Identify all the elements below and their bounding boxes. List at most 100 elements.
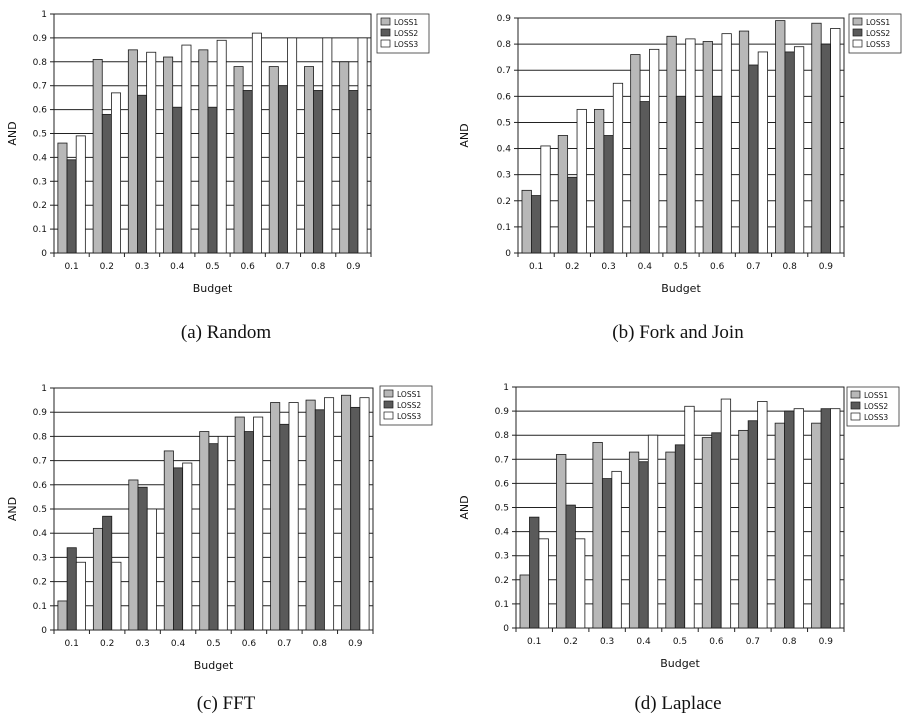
bar-loss3-0.5 [216, 39, 227, 254]
bar-loss1-0.3 [127, 49, 138, 254]
chart-panel-fft: 0 0.1 0.2 0.3 0.4 0.5 0.6 0.7 0.8 0.9 1 0.1 0.2 0.3 0.… [0, 363, 452, 726]
bar-loss3-0.8 [322, 37, 333, 254]
bar-loss2-0.1 [66, 547, 77, 631]
bar-loss2-0.7 [277, 85, 288, 254]
y-tick-label: 0 [503, 624, 509, 634]
bar-loss2-0.2 [565, 504, 576, 629]
legend-label-loss2: LOSS2 [394, 29, 418, 38]
y-tick-label: 0.1 [33, 602, 47, 612]
x-tick-label: 0.4 [638, 262, 653, 272]
bar-loss3-0.2 [575, 538, 586, 629]
x-tick-label: 0.6 [241, 262, 256, 272]
bar-loss3-0.4 [649, 48, 660, 254]
x-tick-label: 0.3 [135, 262, 149, 272]
legend-label-loss2: LOSS2 [397, 401, 421, 410]
x-tick-label: 0.8 [311, 262, 326, 272]
x-tick-label: 0.2 [100, 262, 114, 272]
y-axis-label: AND [6, 497, 19, 521]
y-tick-label: 0.6 [497, 92, 512, 102]
bar-loss1-0.4 [630, 54, 641, 254]
bar-loss2-0.8 [784, 410, 795, 629]
bar-loss2-0.4 [172, 106, 183, 254]
bar-loss1-0.6 [701, 437, 713, 629]
legend-label-loss2: LOSS2 [866, 29, 890, 38]
legend-swatch-loss3 [852, 39, 863, 48]
y-tick-label: 0 [41, 249, 47, 259]
y-tick-label: 0.6 [33, 481, 48, 491]
y-tick-label: 0 [505, 249, 511, 259]
legend-swatch-loss1 [852, 17, 863, 26]
bar-loss1-0.5 [199, 431, 210, 631]
legend: LOSS1 LOSS2 LOSS3 [846, 386, 900, 427]
bar-loss2-0.4 [173, 467, 184, 631]
y-tick-label: 1 [41, 10, 47, 20]
y-tick-label: 0.2 [33, 578, 47, 588]
bar-loss3-0.2 [111, 561, 122, 631]
bar-loss2-0.6 [711, 432, 722, 629]
bar-loss1-0.7 [738, 429, 749, 629]
bar-loss2-0.1 [531, 195, 542, 254]
bar-loss3-0.3 [146, 51, 157, 254]
chart-fork-and-join: 0 0.1 0.2 0.3 0.4 0.5 0.6 0.7 0.8 0.9 0.1 0.2 0.3 0.4… [458, 13, 902, 295]
x-axis-label: Budget [194, 659, 234, 672]
y-tick-label: 0.7 [33, 457, 47, 467]
legend-swatch-loss2 [383, 400, 394, 409]
bar-loss3-0.5 [685, 38, 696, 254]
y-tick-label: 0.6 [33, 106, 48, 116]
bar-loss2-0.2 [567, 176, 578, 254]
bar-loss2-0.5 [675, 95, 687, 254]
y-tick-label: 0.9 [33, 34, 48, 44]
bar-loss2-0.3 [601, 478, 613, 629]
y-tick-label: 1 [503, 383, 509, 393]
legend-label-loss3: LOSS3 [864, 413, 888, 422]
bar-loss2-0.5 [674, 444, 686, 629]
x-tick-label: 0.2 [565, 262, 579, 272]
y-tick-label: 0.2 [497, 197, 511, 207]
legend-label-loss3: LOSS3 [866, 40, 890, 49]
bar-loss3-0.9 [359, 397, 370, 631]
x-tick-label: 0.1 [529, 262, 543, 272]
bar-loss3-0.2 [576, 108, 587, 254]
bar-loss1-0.6 [702, 41, 713, 254]
y-tick-label: 0.5 [495, 504, 509, 514]
bar-loss1-0.1 [519, 574, 530, 629]
bar-loss1-0.2 [557, 135, 569, 254]
bar-loss3-0.9 [830, 28, 841, 254]
bar-loss3-0.4 [181, 44, 192, 254]
y-tick-label: 0.8 [33, 58, 48, 68]
y-tick-label: 0 [41, 626, 47, 636]
bar-loss3-0.1 [75, 135, 86, 254]
bar-loss1-0.2 [556, 454, 567, 629]
y-tick-label: 0.6 [495, 479, 510, 489]
legend: LOSS1 LOSS2 LOSS3 [376, 13, 430, 54]
x-tick-label: 0.5 [206, 639, 220, 649]
x-tick-label: 0.8 [313, 639, 328, 649]
bar-loss2-0.9 [348, 90, 359, 254]
chart-fft: 0 0.1 0.2 0.3 0.4 0.5 0.6 0.7 0.8 0.9 1 0.1 0.2 0.3 0.… [6, 384, 433, 672]
bar-loss3-0.3 [146, 508, 157, 631]
bar-loss2-0.2 [101, 113, 112, 254]
bar-loss1-0.3 [592, 442, 603, 629]
caption-fork-and-join: (b) Fork and Join [612, 322, 744, 343]
x-tick-label: 0.9 [819, 262, 834, 272]
bar-loss2-0.6 [712, 95, 723, 254]
y-tick-label: 0.5 [497, 118, 511, 128]
x-tick-label: 0.6 [709, 637, 724, 647]
x-tick-label: 0.3 [601, 262, 615, 272]
x-tick-label: 0.9 [348, 639, 363, 649]
bar-loss2-0.8 [314, 409, 325, 631]
bar-loss3-0.7 [757, 51, 768, 254]
legend-label-loss1: LOSS1 [866, 18, 890, 27]
bar-loss1-0.9 [811, 22, 822, 254]
caption-fft: (c) FFT [196, 693, 256, 714]
y-tick-label: 0.5 [33, 130, 47, 140]
bar-loss1-0.8 [774, 422, 785, 629]
x-tick-label: 0.2 [564, 637, 578, 647]
x-tick-label: 0.7 [746, 637, 760, 647]
x-tick-label: 0.2 [100, 639, 114, 649]
x-tick-label: 0.9 [819, 637, 834, 647]
y-tick-label: 0.4 [497, 145, 512, 155]
y-axis-label: AND [6, 121, 19, 145]
bar-loss3-0.7 [288, 402, 299, 631]
bar-loss1-0.5 [666, 35, 677, 254]
